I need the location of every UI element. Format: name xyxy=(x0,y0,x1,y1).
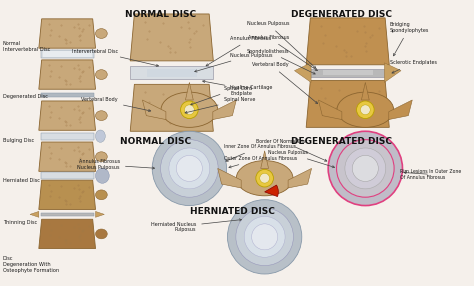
Bar xyxy=(130,66,213,80)
Polygon shape xyxy=(130,84,213,131)
Text: Herniated Nucleus
Pulposus: Herniated Nucleus Pulposus xyxy=(151,219,242,233)
Polygon shape xyxy=(306,18,389,65)
Polygon shape xyxy=(261,151,269,168)
Polygon shape xyxy=(30,211,39,217)
Ellipse shape xyxy=(96,168,109,183)
Polygon shape xyxy=(389,100,412,120)
Polygon shape xyxy=(213,100,236,120)
Text: Intervertebral Disc: Intervertebral Disc xyxy=(72,49,158,67)
Bar xyxy=(41,50,93,58)
Ellipse shape xyxy=(252,224,278,250)
Ellipse shape xyxy=(352,155,378,181)
Bar xyxy=(306,69,389,77)
Text: Vertebral Body: Vertebral Body xyxy=(82,98,151,112)
Text: Disc
Degeneration With
Osteophyte Formation: Disc Degeneration With Osteophyte Format… xyxy=(3,256,59,273)
Ellipse shape xyxy=(184,105,194,115)
Ellipse shape xyxy=(236,208,293,266)
Text: Annulus Fibrosus
Nucleus Pulposus: Annulus Fibrosus Nucleus Pulposus xyxy=(77,159,155,170)
Text: NORMAL DISC: NORMAL DISC xyxy=(120,137,191,146)
Polygon shape xyxy=(306,80,389,127)
Ellipse shape xyxy=(96,70,107,80)
Text: Normal
Intervertebral Disc: Normal Intervertebral Disc xyxy=(3,41,50,52)
Text: DEGENERATED DISC: DEGENERATED DISC xyxy=(291,137,392,146)
Polygon shape xyxy=(361,82,369,100)
Text: Inner Zone Of Annulus Fibrosus: Inner Zone Of Annulus Fibrosus xyxy=(224,144,296,161)
Text: Annulus Fibrosus: Annulus Fibrosus xyxy=(248,35,318,71)
Ellipse shape xyxy=(96,229,107,239)
Text: Rim Lesions In Outer Zone
Of Annulus Fibrosus: Rim Lesions In Outer Zone Of Annulus Fib… xyxy=(400,169,461,180)
Ellipse shape xyxy=(161,92,218,127)
Ellipse shape xyxy=(169,148,210,189)
Ellipse shape xyxy=(244,217,285,257)
Text: Vertebral Body: Vertebral Body xyxy=(253,62,318,104)
Ellipse shape xyxy=(228,200,302,274)
Ellipse shape xyxy=(236,161,293,196)
Text: Border Of Normal Disc: Border Of Normal Disc xyxy=(256,138,327,161)
Polygon shape xyxy=(384,63,401,82)
Polygon shape xyxy=(288,168,311,188)
Text: Nucleus Pulposus: Nucleus Pulposus xyxy=(195,53,273,72)
Text: HERNIATED DISC: HERNIATED DISC xyxy=(190,207,275,216)
Bar xyxy=(41,213,93,216)
Text: Nucleus Pulposus: Nucleus Pulposus xyxy=(268,150,335,168)
Ellipse shape xyxy=(260,173,270,183)
Polygon shape xyxy=(39,219,96,249)
Ellipse shape xyxy=(360,105,370,115)
Bar xyxy=(147,69,197,77)
Ellipse shape xyxy=(161,140,218,197)
Ellipse shape xyxy=(356,101,374,119)
Ellipse shape xyxy=(337,92,394,127)
Text: Thinning Disc: Thinning Disc xyxy=(3,220,37,225)
Text: NORMAL DISC: NORMAL DISC xyxy=(125,10,196,19)
Wedge shape xyxy=(264,185,278,196)
Text: Nucleus Pulposus: Nucleus Pulposus xyxy=(246,21,316,68)
Text: Annulus Fibrosus: Annulus Fibrosus xyxy=(206,36,272,66)
Ellipse shape xyxy=(256,169,273,187)
Text: Spinal Cord: Spinal Cord xyxy=(191,86,252,105)
Bar xyxy=(323,70,373,75)
Bar xyxy=(41,172,93,179)
Bar xyxy=(41,133,93,140)
Ellipse shape xyxy=(152,131,227,206)
Text: Degenerated Disc: Degenerated Disc xyxy=(3,94,48,99)
Ellipse shape xyxy=(96,29,107,38)
Polygon shape xyxy=(185,82,193,100)
Ellipse shape xyxy=(96,152,107,162)
Ellipse shape xyxy=(96,130,105,142)
Text: Herniated Disc: Herniated Disc xyxy=(3,178,40,183)
Polygon shape xyxy=(218,168,241,188)
Polygon shape xyxy=(294,63,311,82)
Text: Hyaline Cartilage
Endplate: Hyaline Cartilage Endplate xyxy=(202,80,273,96)
Ellipse shape xyxy=(176,155,202,181)
Bar xyxy=(43,51,91,57)
Polygon shape xyxy=(39,19,96,48)
Ellipse shape xyxy=(337,140,394,197)
Polygon shape xyxy=(39,101,96,130)
Polygon shape xyxy=(96,211,104,217)
Polygon shape xyxy=(39,180,96,209)
Text: Bridging
Spondylophytes: Bridging Spondylophytes xyxy=(390,22,429,56)
Polygon shape xyxy=(143,100,166,120)
Text: Spinal Nerve: Spinal Nerve xyxy=(185,98,255,114)
Text: DEGENERATED DISC: DEGENERATED DISC xyxy=(291,10,392,19)
Text: Outer Zone Of Annulus Fibrosus: Outer Zone Of Annulus Fibrosus xyxy=(224,156,297,168)
Polygon shape xyxy=(319,100,342,120)
Ellipse shape xyxy=(345,148,386,189)
Polygon shape xyxy=(39,60,96,89)
Ellipse shape xyxy=(96,111,107,120)
Ellipse shape xyxy=(96,190,107,200)
Text: Bulging Disc: Bulging Disc xyxy=(3,138,34,143)
Ellipse shape xyxy=(181,101,198,119)
Text: Spondylolisthesis: Spondylolisthesis xyxy=(246,49,315,74)
Bar xyxy=(41,93,93,97)
Text: Sclerotic Endplates: Sclerotic Endplates xyxy=(390,60,437,73)
Polygon shape xyxy=(39,142,96,171)
Polygon shape xyxy=(130,14,213,61)
Ellipse shape xyxy=(328,131,402,206)
